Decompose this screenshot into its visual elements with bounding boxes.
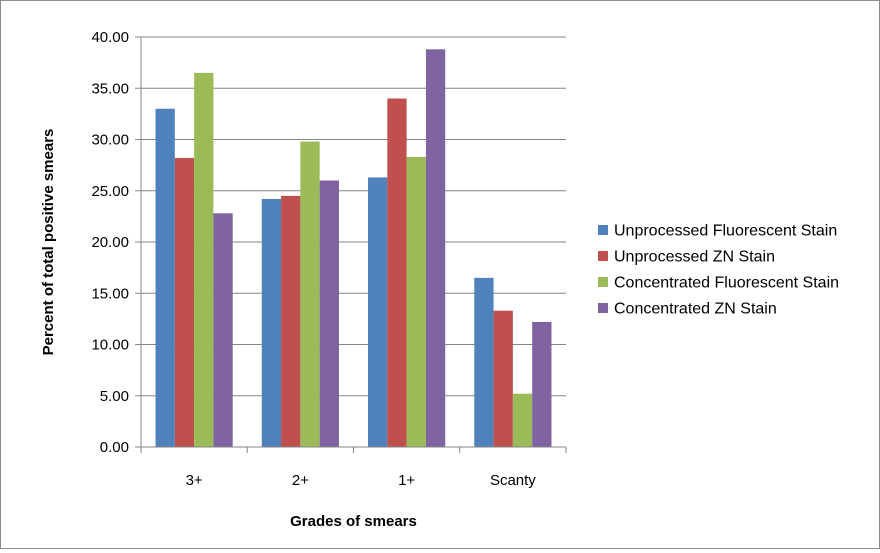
bars (155, 49, 552, 448)
x-tick-label: 3+ (186, 472, 203, 489)
legend-swatch (598, 303, 608, 313)
bar-1-series-1 (368, 177, 388, 448)
y-tick-labels: 0.00 5.00 10.00 15.00 20.00 25.00 30.00 35.00 40… (91, 29, 129, 456)
bar-3-series-1 (155, 108, 175, 447)
y-tick-label: 25.00 (91, 183, 129, 200)
y-tick-label: 15.00 (91, 285, 129, 302)
bar-1-series-3 (406, 156, 426, 448)
y-tick-label: 5.00 (100, 388, 129, 405)
legend-swatch (598, 251, 608, 261)
bar-2-series-3 (300, 141, 320, 448)
bar-scanty-series-3 (512, 393, 533, 447)
y-tick-label: 30.00 (91, 132, 129, 149)
bar-1-series-4 (425, 49, 446, 448)
y-axis-title: Percent of total positive smears (40, 129, 57, 356)
bar-2-series-2 (281, 195, 301, 447)
axes (140, 37, 567, 453)
bar-3-series-4 (213, 213, 233, 447)
y-tick-label: 35.00 (91, 80, 129, 97)
bar-3-series-3 (194, 72, 214, 447)
x-tick-label: 1+ (398, 472, 415, 489)
bar-scanty-series-1 (474, 277, 494, 447)
y-tick-label: 0.00 (100, 439, 129, 456)
bar-2-series-1 (261, 198, 282, 447)
bar-1-series-2 (387, 98, 407, 447)
legend-label: Concentrated ZN Stain (614, 301, 777, 318)
legend: Unprocessed Fluorescent Stain Unprocessed… (598, 223, 839, 318)
legend-label: Unprocessed Fluorescent Stain (614, 223, 837, 240)
x-axis-title: Grades of smears (290, 513, 417, 530)
bar-3-series-2 (174, 157, 195, 447)
x-tick-labels: 3+ 2+ 1+ Scanty (186, 472, 537, 489)
legend-label: Unprocessed ZN Stain (614, 249, 775, 266)
legend-swatch (598, 277, 608, 287)
bar-scanty-series-4 (532, 321, 552, 447)
x-tick-label: 2+ (292, 472, 309, 489)
x-tick-label: Scanty (490, 472, 536, 489)
legend-label: Concentrated Fluorescent Stain (614, 275, 839, 292)
y-tick-label: 10.00 (91, 337, 129, 354)
legend-swatch (598, 225, 608, 235)
y-tick-label: 40.00 (91, 29, 129, 46)
y-tick-label: 20.00 (91, 234, 129, 251)
bar-scanty-series-2 (493, 310, 513, 447)
bar-2-series-4 (319, 180, 339, 447)
